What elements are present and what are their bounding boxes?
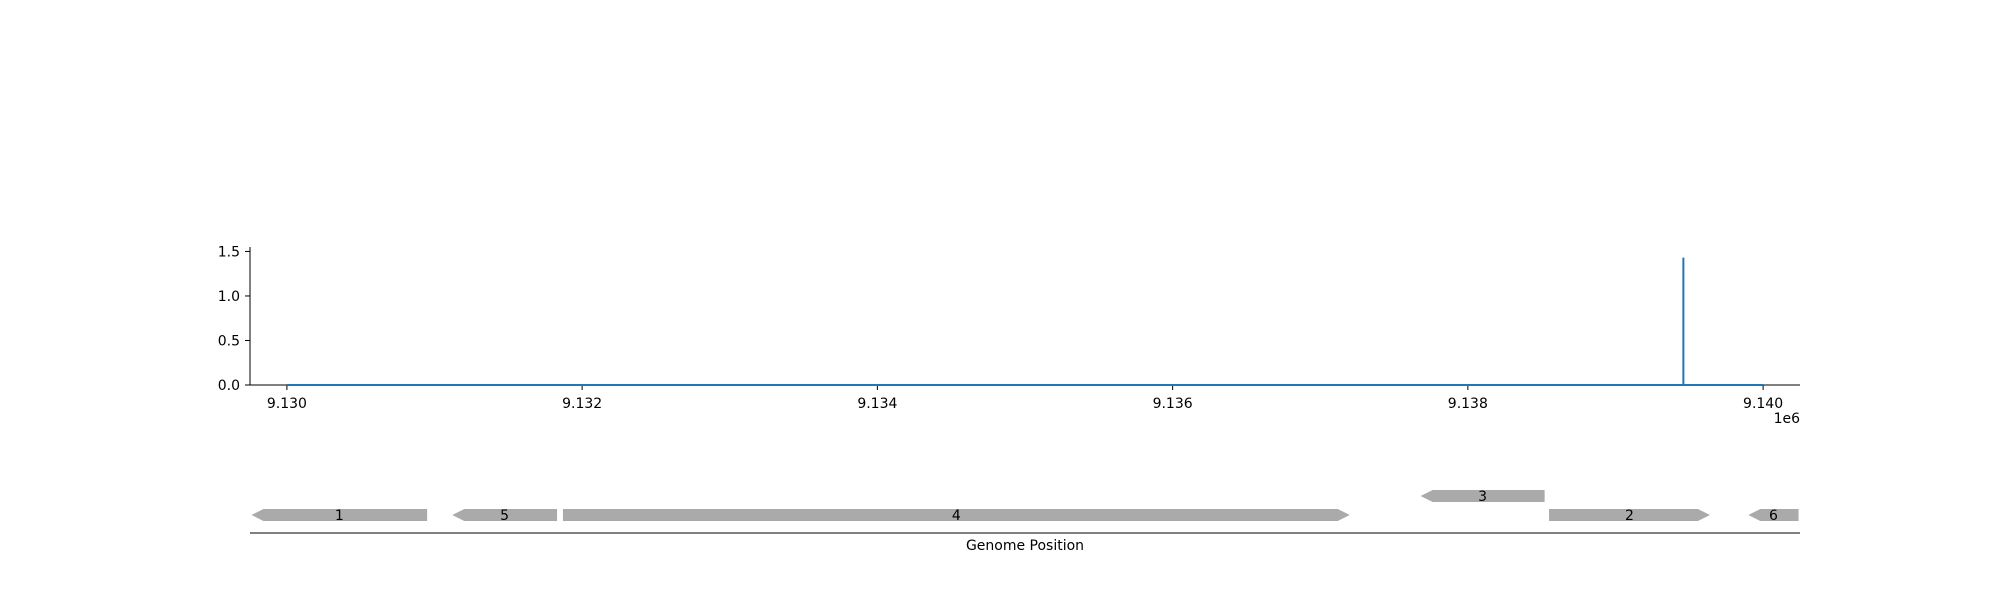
gene-5-arrow bbox=[452, 509, 558, 521]
gene-3-label: 3 bbox=[1478, 489, 1487, 505]
signal-plot: 0.00.51.01.5 9.130 9.132 9.134 9.136 9.138 9.… bbox=[218, 244, 1800, 427]
x-offset-label: 1e6 bbox=[1774, 411, 1801, 427]
gene-6-arrow bbox=[1748, 509, 1799, 521]
gene-2-label: 2 bbox=[1625, 508, 1634, 524]
gene-4-arrow bbox=[562, 509, 1350, 521]
x-tick-label: 9.134 bbox=[857, 396, 897, 412]
x-ticks: 9.130 9.132 9.134 9.136 9.138 9.140 bbox=[267, 385, 1783, 412]
genes: 1 5 4 3 2 6 bbox=[251, 489, 1799, 524]
gene-3-arrow bbox=[1420, 490, 1545, 502]
x-tick-label: 9.132 bbox=[562, 396, 602, 412]
genome-position-label: Genome Position bbox=[966, 538, 1084, 554]
x-tick-label: 9.136 bbox=[1153, 396, 1193, 412]
gene-2-arrow bbox=[1549, 509, 1710, 521]
y-tick-label: 0.0 bbox=[218, 378, 240, 394]
gene-track: 1 5 4 3 2 6 Genome Position bbox=[250, 489, 1800, 554]
signal-series-line bbox=[286, 257, 1764, 386]
gene-5-label: 5 bbox=[500, 508, 509, 524]
x-tick-label: 9.130 bbox=[267, 396, 307, 412]
x-tick-label: 9.140 bbox=[1743, 396, 1783, 412]
gene-6-label: 6 bbox=[1769, 508, 1778, 524]
x-tick-label: 9.138 bbox=[1448, 396, 1488, 412]
gene-4-label: 4 bbox=[952, 508, 961, 524]
gene-1-arrow bbox=[251, 509, 428, 521]
y-tick-label: 1.0 bbox=[218, 289, 240, 305]
y-tick-label: 1.5 bbox=[218, 244, 240, 260]
y-tick-label: 0.5 bbox=[218, 333, 240, 349]
y-ticks: 0.0 0.5 1.0 1.5 bbox=[218, 244, 250, 394]
gene-1-label: 1 bbox=[335, 508, 344, 524]
